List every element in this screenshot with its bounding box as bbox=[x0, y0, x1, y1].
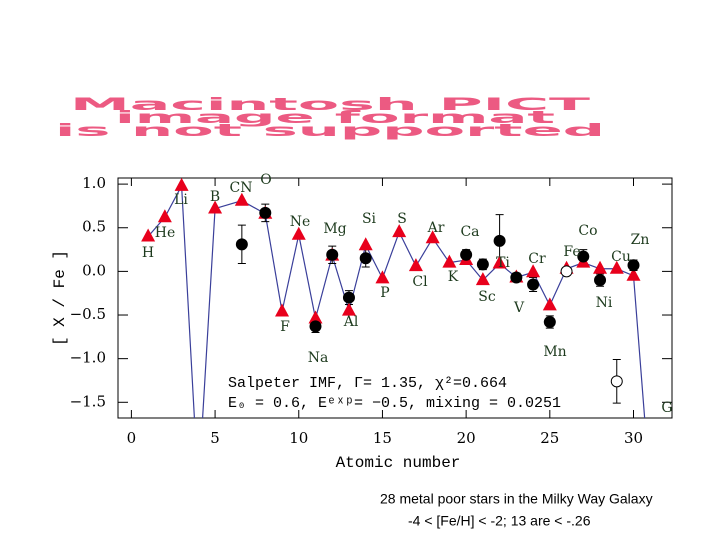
y-tick-label: −1.5 bbox=[70, 392, 106, 410]
annotation-text: Salpeter IMF, Γ= 1.35, χ²=0.664 bbox=[228, 375, 507, 392]
element-label: Ca bbox=[460, 224, 479, 240]
model-point bbox=[157, 209, 172, 223]
x-tick-label: 25 bbox=[540, 429, 559, 447]
y-axis-label: [ X / Fe ] bbox=[51, 250, 69, 346]
element-label: B bbox=[210, 189, 220, 205]
plot-area bbox=[141, 178, 646, 418]
model-point bbox=[425, 230, 440, 244]
element-label: Ni bbox=[596, 295, 613, 311]
y-tick-label: −1.0 bbox=[70, 349, 106, 367]
model-point bbox=[375, 270, 390, 284]
observed-point bbox=[476, 258, 489, 271]
model-point bbox=[291, 226, 306, 240]
x-tick-label: 0 bbox=[127, 429, 137, 447]
element-label: Fe bbox=[563, 244, 580, 260]
model-point bbox=[308, 310, 323, 324]
observed-point bbox=[510, 271, 523, 284]
element-label: Cu bbox=[611, 249, 631, 265]
element-label: Ar bbox=[427, 220, 445, 236]
model-point bbox=[234, 192, 249, 206]
observed-point bbox=[235, 238, 248, 251]
placeholder-line: Macintosh PICT bbox=[70, 95, 591, 115]
observed-point bbox=[326, 248, 339, 261]
model-point bbox=[492, 255, 507, 269]
y-tick-label: −0.5 bbox=[70, 305, 106, 323]
element-label: P bbox=[380, 285, 389, 301]
element-label: Cr bbox=[528, 251, 546, 267]
element-label: Co bbox=[578, 223, 597, 239]
x-tick-label: 20 bbox=[457, 429, 476, 447]
model-point bbox=[141, 228, 156, 242]
model-point bbox=[526, 264, 541, 278]
model-point bbox=[609, 260, 624, 274]
element-label: S bbox=[397, 211, 407, 227]
x-tick-label: 15 bbox=[373, 429, 392, 447]
observed-point bbox=[309, 320, 322, 333]
observed-point bbox=[527, 278, 540, 291]
observed-point bbox=[359, 252, 372, 265]
model-point bbox=[542, 297, 557, 311]
observed-point bbox=[460, 248, 473, 261]
element-label: Zn bbox=[631, 232, 650, 248]
model-point bbox=[358, 237, 373, 251]
element-label: Mg bbox=[323, 221, 346, 237]
element-label: H bbox=[142, 245, 154, 261]
model-point bbox=[174, 178, 189, 191]
placeholder-line: image format bbox=[115, 108, 555, 128]
model-point bbox=[275, 303, 290, 317]
observed-point bbox=[560, 265, 573, 278]
model-point bbox=[208, 200, 223, 214]
y-tick-label: 0.5 bbox=[82, 218, 106, 236]
observed-point bbox=[493, 234, 506, 247]
element-label: V bbox=[513, 300, 525, 316]
observed-point bbox=[577, 250, 590, 263]
element-label: Ti bbox=[496, 255, 510, 271]
element-label: CN bbox=[230, 180, 253, 196]
model-point bbox=[408, 258, 423, 272]
model-point bbox=[475, 272, 490, 286]
element-label: Cl bbox=[412, 274, 428, 290]
element-label: Sc bbox=[478, 289, 496, 305]
element-label: He bbox=[155, 225, 176, 241]
observed-point bbox=[259, 206, 272, 219]
element-label: F bbox=[280, 319, 290, 335]
element-label: Li bbox=[174, 192, 188, 208]
element-label: Si bbox=[362, 211, 377, 227]
element-label: Na bbox=[308, 350, 329, 366]
element-label: O bbox=[260, 172, 271, 188]
observed-point bbox=[342, 291, 355, 304]
caption-line: -4 < [Fe/H] < -2; 13 are < -.26 bbox=[408, 513, 591, 529]
model-point bbox=[626, 267, 641, 281]
x-tick-label: 30 bbox=[624, 429, 643, 447]
element-label: Al bbox=[343, 314, 359, 330]
element-label: G bbox=[661, 400, 672, 416]
placeholder-line: is not supported bbox=[55, 121, 605, 141]
element-label: Ne bbox=[290, 214, 311, 230]
x-axis-label: Atomic number bbox=[336, 454, 461, 472]
model-point bbox=[593, 260, 608, 274]
model-point bbox=[442, 254, 457, 268]
element-label: K bbox=[448, 269, 459, 285]
model-point bbox=[341, 302, 356, 316]
observed-point bbox=[627, 259, 640, 272]
plot-frame bbox=[117, 177, 673, 419]
x-tick-label: 5 bbox=[210, 429, 220, 447]
element-label: Mn bbox=[543, 344, 566, 360]
observed-point bbox=[594, 274, 607, 287]
y-tick-label: 0.0 bbox=[82, 261, 106, 279]
annotation-text: E₀ = 0.6, Eᵉˣᵖ= −0.5, mixing = 0.0251 bbox=[228, 395, 561, 412]
caption-line: 28 metal poor stars in the Milky Way Gal… bbox=[380, 491, 653, 507]
observed-point bbox=[610, 375, 623, 388]
observed-point bbox=[543, 316, 556, 328]
x-tick-label: 10 bbox=[289, 429, 308, 447]
y-tick-label: 1.0 bbox=[82, 174, 106, 192]
model-point bbox=[392, 224, 407, 238]
